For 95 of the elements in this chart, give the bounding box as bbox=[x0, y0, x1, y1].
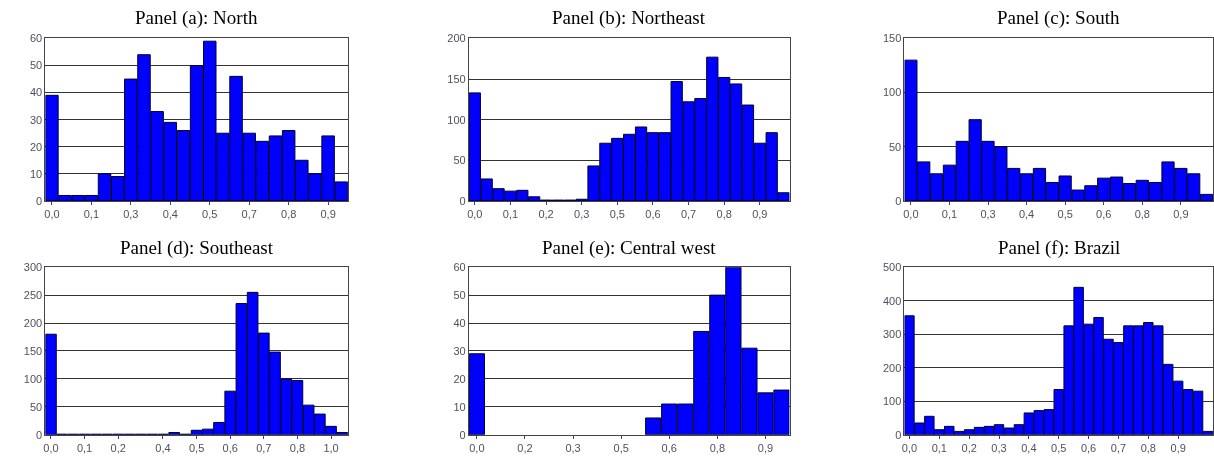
x-tick-label: 0,4 bbox=[1021, 441, 1037, 454]
y-tick-label: 300 bbox=[882, 328, 902, 341]
x-tick-label: 0,7 bbox=[241, 208, 257, 221]
x-tick-label: 0,3 bbox=[574, 208, 590, 221]
x-tick-label: 0,5 bbox=[1057, 208, 1073, 221]
y-tick-label: 30 bbox=[29, 113, 43, 126]
y-tick-label: 0 bbox=[459, 194, 466, 207]
y-tick-label: 200 bbox=[447, 32, 466, 45]
x-tick-label: 0,5 bbox=[188, 441, 205, 454]
x-tick-label: 0,7 bbox=[256, 441, 272, 454]
x-tick-label: 0,0 bbox=[903, 208, 919, 221]
y-tick-label: 50 bbox=[29, 400, 43, 413]
x-tick-label: 1,0 bbox=[323, 441, 339, 454]
x-tick-label: 0,6 bbox=[1096, 208, 1112, 221]
y-tick-label: 100 bbox=[23, 372, 43, 385]
chart-title: Panel (f): Brazil bbox=[998, 237, 1121, 259]
x-tick-label: 0,4 bbox=[1018, 208, 1035, 221]
x-tick-label: 0,8 bbox=[1134, 208, 1150, 221]
x-tick-label: 0,1 bbox=[931, 441, 947, 454]
y-tick-label: 150 bbox=[23, 344, 43, 357]
y-tick-label: 50 bbox=[453, 154, 466, 167]
y-tick-label: 100 bbox=[882, 86, 902, 99]
x-tick-label: 0,8 bbox=[709, 441, 725, 454]
chart-title: Panel (d): Southeast bbox=[120, 237, 274, 259]
y-tick-label: 200 bbox=[23, 316, 43, 329]
y-tick-label: 0 bbox=[459, 428, 466, 441]
x-tick-label: 0,8 bbox=[716, 208, 732, 221]
bar bbox=[45, 333, 57, 435]
x-tick-label: 0,6 bbox=[661, 441, 677, 454]
x-tick-label: 0,3 bbox=[565, 441, 581, 454]
x-tick-label: 0,2 bbox=[110, 441, 126, 454]
x-tick-label: 0,9 bbox=[1170, 441, 1186, 454]
y-tick-label: 30 bbox=[453, 344, 466, 357]
x-tick-label: 0,4 bbox=[162, 208, 178, 221]
x-tick-label: 0,3 bbox=[980, 208, 996, 221]
y-tick-label: 100 bbox=[882, 395, 902, 408]
x-tick-label: 0,2 bbox=[961, 441, 977, 454]
x-tick-label: 0,2 bbox=[538, 208, 554, 221]
y-tick-label: 50 bbox=[889, 140, 902, 153]
x-tick-label: 0,5 bbox=[613, 441, 629, 454]
x-tick-label: 0,6 bbox=[645, 208, 661, 221]
x-tick-label: 0,6 bbox=[222, 441, 238, 454]
x-tick-label: 0,0 bbox=[469, 441, 485, 454]
y-tick-label: 40 bbox=[453, 316, 466, 329]
x-tick-label: 0,5 bbox=[202, 208, 218, 221]
y-tick-label: 50 bbox=[29, 59, 43, 72]
x-tick-label: 0,2 bbox=[517, 441, 533, 454]
y-tick-label: 10 bbox=[453, 400, 466, 413]
y-tick-label: 60 bbox=[453, 261, 466, 274]
y-tick-label: 60 bbox=[29, 32, 43, 45]
y-tick-label: 150 bbox=[447, 72, 466, 85]
y-tick-label: 0 bbox=[36, 194, 43, 207]
x-tick-label: 0,5 bbox=[609, 208, 625, 221]
y-tick-label: 400 bbox=[882, 294, 902, 307]
x-tick-label: 0,3 bbox=[123, 208, 139, 221]
x-tick-label: 0,9 bbox=[320, 208, 336, 221]
x-tick-label: 0,3 bbox=[991, 441, 1007, 454]
x-tick-label: 0,9 bbox=[1173, 208, 1189, 221]
y-tick-label: 100 bbox=[447, 113, 466, 126]
x-tick-label: 0,1 bbox=[941, 208, 958, 221]
chart-title: Panel (c): South bbox=[997, 7, 1120, 29]
x-tick-label: 0,9 bbox=[752, 208, 768, 221]
x-tick-label: 0,9 bbox=[757, 441, 774, 454]
y-tick-label: 200 bbox=[882, 361, 902, 374]
x-tick-label: 0,1 bbox=[76, 441, 93, 454]
x-tick-label: 0,7 bbox=[1110, 441, 1127, 454]
x-tick-label: 0,1 bbox=[502, 208, 519, 221]
x-tick-label: 0,1 bbox=[83, 208, 100, 221]
y-tick-label: 0 bbox=[895, 428, 902, 441]
y-tick-label: 0 bbox=[36, 428, 43, 441]
x-tick-label: 0,8 bbox=[1140, 441, 1156, 454]
x-tick-label: 0,0 bbox=[43, 441, 59, 454]
x-tick-label: 0,6 bbox=[1080, 441, 1097, 454]
x-tick-label: 0,0 bbox=[901, 441, 918, 454]
x-tick-label: 0,5 bbox=[1051, 441, 1067, 454]
y-tick-label: 10 bbox=[29, 167, 43, 180]
y-tick-label: 20 bbox=[453, 372, 466, 385]
x-tick-label: 0,7 bbox=[680, 208, 697, 221]
y-tick-label: 250 bbox=[23, 289, 43, 301]
x-tick-label: 0,4 bbox=[155, 441, 171, 454]
y-tick-label: 150 bbox=[882, 32, 902, 45]
chart-title: Panel (b): Northeast bbox=[552, 7, 706, 29]
chart-title: Panel (e): Central west bbox=[542, 237, 717, 259]
x-tick-label: 0,8 bbox=[289, 441, 306, 454]
bar bbox=[468, 353, 485, 435]
y-tick-label: 50 bbox=[453, 289, 466, 301]
x-tick-label: 0,0 bbox=[44, 208, 60, 221]
y-tick-label: 500 bbox=[882, 261, 902, 274]
y-tick-label: 40 bbox=[29, 86, 43, 99]
x-tick-label: 0,0 bbox=[467, 208, 483, 221]
chart-title: Panel (a): North bbox=[135, 7, 258, 29]
y-tick-label: 0 bbox=[895, 194, 902, 207]
y-tick-label: 20 bbox=[29, 140, 43, 153]
x-tick-label: 0,8 bbox=[281, 208, 297, 221]
y-tick-label: 300 bbox=[23, 261, 43, 274]
